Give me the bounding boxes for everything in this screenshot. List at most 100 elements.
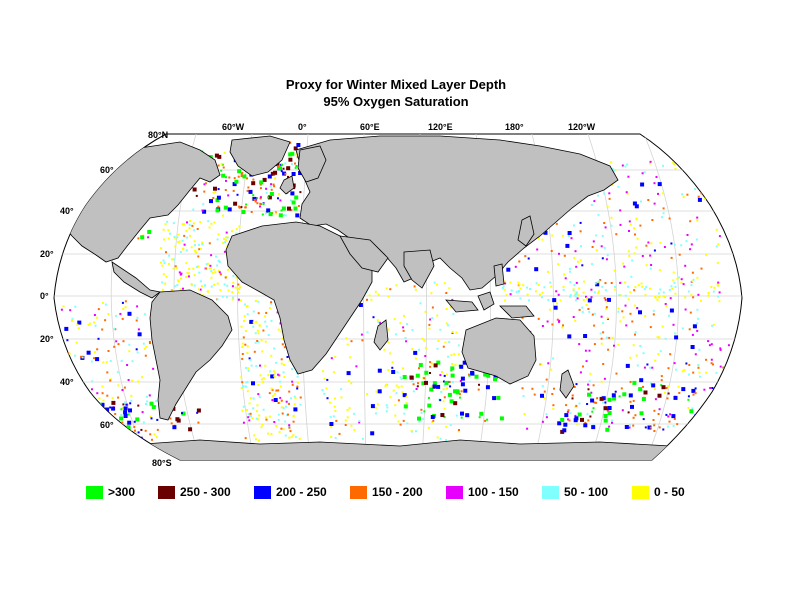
observation-point [215, 208, 220, 213]
observation-point [123, 414, 128, 418]
observation-point [295, 371, 298, 374]
observation-point [277, 197, 279, 200]
observation-point [391, 366, 394, 369]
observation-point [198, 271, 201, 274]
observation-point [441, 371, 443, 373]
observation-point [602, 331, 605, 334]
observation-point [650, 382, 652, 385]
observation-point [195, 251, 198, 254]
observation-point [590, 391, 593, 394]
observation-point [209, 199, 213, 204]
observation-point [370, 298, 373, 301]
observation-point [361, 437, 364, 440]
observation-point [224, 189, 227, 191]
observation-point [700, 192, 703, 195]
observation-point [638, 387, 643, 392]
observation-point [259, 364, 261, 367]
observation-point [599, 332, 602, 335]
observation-point [124, 401, 127, 404]
observation-point [216, 264, 219, 267]
observation-point [246, 409, 248, 411]
observation-point [651, 219, 654, 221]
observation-point [121, 389, 124, 391]
observation-point [288, 426, 291, 429]
observation-point [106, 371, 109, 374]
observation-point [177, 233, 180, 236]
observation-point [662, 212, 665, 215]
observation-point [639, 224, 642, 227]
observation-point [557, 263, 560, 266]
observation-point [423, 339, 426, 342]
observation-point [442, 345, 445, 348]
observation-point [223, 283, 226, 286]
observation-point [433, 363, 438, 368]
observation-point [621, 164, 624, 167]
observation-point [647, 199, 650, 201]
observation-point [172, 425, 177, 430]
observation-point [120, 414, 123, 416]
observation-point [353, 412, 356, 415]
observation-point [225, 296, 228, 299]
observation-point [231, 285, 234, 288]
observation-point [445, 292, 448, 294]
observation-point [123, 406, 128, 411]
observation-point [147, 230, 152, 234]
observation-point [431, 421, 434, 423]
legend-item-200-250: 200 - 250 [254, 484, 327, 500]
observation-point [346, 409, 349, 411]
observation-point [289, 430, 292, 433]
observation-point [455, 414, 458, 417]
observation-point [255, 320, 258, 323]
observation-point [670, 285, 673, 288]
observation-point [246, 189, 249, 192]
observation-point [624, 281, 627, 284]
observation-point [218, 259, 221, 262]
observation-point [505, 294, 508, 297]
observation-point [493, 374, 498, 379]
observation-point [705, 358, 708, 361]
observation-point [598, 280, 601, 283]
observation-point [122, 340, 125, 343]
observation-point [270, 433, 273, 435]
observation-point [439, 374, 442, 377]
observation-point [606, 316, 609, 319]
legend-item-100-150: 100 - 150 [446, 484, 519, 500]
observation-point [250, 364, 253, 367]
observation-point [522, 395, 525, 398]
observation-point [647, 241, 650, 244]
observation-point [237, 175, 240, 178]
observation-point [593, 200, 596, 203]
observation-point [665, 387, 668, 389]
observation-point [429, 361, 432, 364]
observation-point [501, 287, 504, 289]
observation-point [178, 271, 181, 274]
observation-point [523, 413, 526, 415]
observation-point [121, 301, 124, 304]
observation-point [182, 287, 184, 290]
observation-point [104, 303, 107, 306]
observation-point [691, 407, 694, 410]
observation-point [202, 203, 205, 206]
observation-point [436, 347, 439, 350]
observation-point [401, 391, 404, 394]
observation-point [188, 268, 191, 270]
observation-point [282, 407, 285, 410]
observation-point [592, 240, 595, 243]
observation-point [687, 407, 690, 409]
observation-point [143, 313, 146, 316]
observation-point [91, 380, 94, 383]
observation-point [105, 361, 108, 364]
observation-point [190, 283, 193, 285]
observation-point [181, 223, 184, 226]
observation-point [74, 354, 77, 357]
observation-point [281, 412, 284, 415]
observation-point [600, 380, 603, 383]
observation-point [584, 349, 587, 352]
legend-swatch [158, 485, 175, 499]
observation-point [543, 397, 546, 400]
observation-point [707, 340, 710, 343]
observation-point [611, 421, 613, 424]
observation-point [130, 399, 133, 402]
observation-point [182, 247, 185, 250]
observation-point [575, 291, 578, 294]
